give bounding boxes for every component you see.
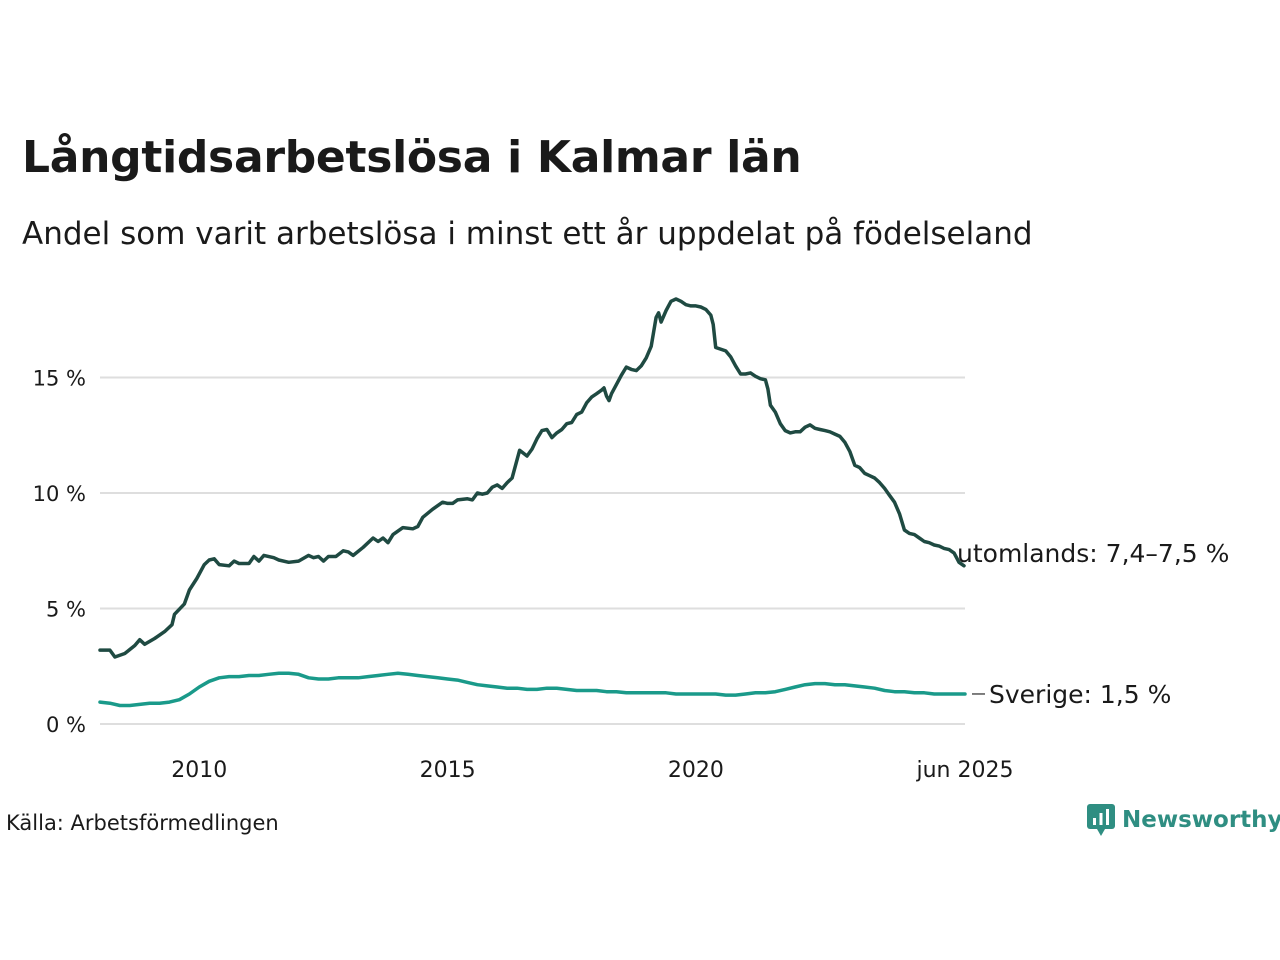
brand-logo: Newsworthy: [1086, 803, 1280, 837]
newsworthy-logo-icon: [1087, 804, 1115, 836]
y-tick-label-0: 0 %: [46, 713, 86, 737]
series-end-label-utomlands: utomlands: 7,4–7,5 %: [957, 539, 1229, 568]
series-line-sverige: [98, 671, 967, 708]
grid-lines: [100, 376, 965, 725]
y-tick-label-1: 5 %: [46, 598, 86, 622]
brand-name: Newsworthy: [1122, 807, 1280, 833]
series-line-utomlands: [98, 297, 966, 659]
series-end-label-sverige: Sverige: 1,5 %: [989, 680, 1171, 709]
series-group: [98, 297, 967, 708]
source-note: Källa: Arbetsförmedlingen: [6, 811, 279, 835]
series-labels: utomlands: 7,4–7,5 % Sverige: 1,5 %: [957, 539, 1229, 709]
x-tick-label-0: 2010: [171, 758, 227, 783]
y-axis-ticks: 0 % 5 % 10 % 15 %: [33, 367, 86, 738]
x-tick-label-1: 2015: [420, 758, 476, 783]
chart-subtitle: Andel som varit arbetslösa i minst ett å…: [22, 216, 1033, 252]
y-tick-label-3: 15 %: [33, 367, 86, 391]
x-tick-label-3: jun 2025: [916, 758, 1014, 783]
x-tick-label-2: 2020: [668, 758, 724, 783]
chart-title: Långtidsarbetslösa i Kalmar län: [22, 132, 802, 183]
y-tick-label-2: 10 %: [33, 482, 86, 506]
x-axis-ticks: 2010 2015 2020 jun 2025: [171, 758, 1013, 783]
